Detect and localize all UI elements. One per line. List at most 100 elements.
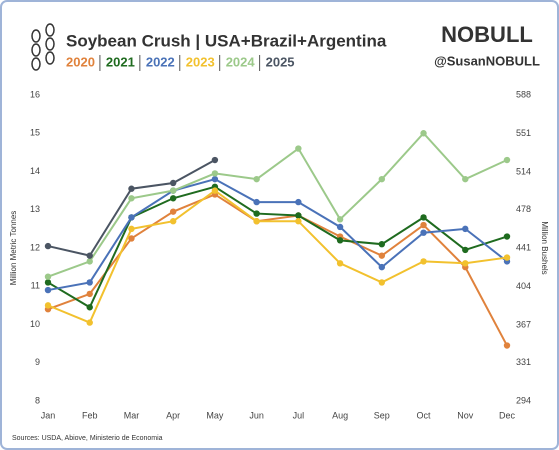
logo-icon xyxy=(31,23,55,71)
y2-tick-label: 551 xyxy=(516,128,531,138)
data-point xyxy=(503,156,511,164)
x-tick-label: May xyxy=(206,410,224,420)
data-point xyxy=(336,216,344,223)
data-point xyxy=(253,218,260,225)
y-tick-label: 14 xyxy=(30,166,40,176)
series xyxy=(44,183,511,311)
y2-tick-label: 588 xyxy=(516,89,531,99)
y2-tick-label: 514 xyxy=(516,166,531,176)
data-point xyxy=(211,156,219,164)
y-axis-label: Million Metric Tonnes xyxy=(9,211,18,286)
data-point xyxy=(86,319,93,326)
legend-entry: 2021 xyxy=(106,54,135,69)
y-tick-label: 11 xyxy=(31,281,40,291)
data-point xyxy=(44,286,52,294)
data-point xyxy=(295,145,302,152)
data-point xyxy=(169,187,177,194)
data-point xyxy=(44,273,52,280)
data-point xyxy=(420,130,427,137)
y2-tick-label: 331 xyxy=(516,357,531,367)
data-point xyxy=(169,208,177,215)
data-point xyxy=(295,218,302,225)
y2-tick-label: 294 xyxy=(516,395,531,405)
data-point xyxy=(211,175,219,183)
data-point xyxy=(169,218,177,225)
brand: NOBULL xyxy=(441,22,533,47)
data-point xyxy=(503,233,511,240)
y2-tick-label: 404 xyxy=(516,281,531,291)
y-tick-label: 10 xyxy=(30,319,40,329)
series xyxy=(44,187,511,326)
data-point xyxy=(462,260,469,267)
series xyxy=(44,130,511,280)
x-tick-label: Jan xyxy=(41,410,56,420)
data-point xyxy=(128,214,135,221)
data-point xyxy=(86,290,93,298)
y2-tick-label: 441 xyxy=(516,242,531,252)
x-tick-label: Nov xyxy=(457,410,474,420)
legend-entry: 2025 xyxy=(266,54,295,69)
data-point xyxy=(44,279,52,286)
data-point xyxy=(462,175,469,183)
series-line xyxy=(47,131,508,278)
x-tick-label: Dec xyxy=(499,410,516,420)
data-point xyxy=(253,210,260,217)
series-line xyxy=(47,178,508,292)
data-point xyxy=(128,225,135,233)
series-line xyxy=(47,189,508,324)
data-point xyxy=(86,304,93,311)
data-point xyxy=(86,252,93,259)
data-point xyxy=(253,198,260,206)
data-point xyxy=(211,187,219,194)
data-point xyxy=(128,195,135,202)
data-point xyxy=(253,175,260,183)
series xyxy=(44,175,511,294)
series-line xyxy=(47,185,508,309)
chart-title: Soybean Crush | USA+Brazil+Argentina xyxy=(66,31,387,50)
y-tick-label: 16 xyxy=(30,89,40,99)
data-point xyxy=(378,279,386,286)
data-point xyxy=(169,179,177,187)
data-point xyxy=(295,198,302,206)
data-point xyxy=(378,252,386,259)
data-point xyxy=(420,221,427,229)
x-tick-label: Apr xyxy=(166,410,180,420)
data-point xyxy=(295,212,302,219)
x-tick-label: Jun xyxy=(249,410,264,420)
data-point xyxy=(336,223,344,231)
data-point xyxy=(503,342,511,349)
y-tick-label: 13 xyxy=(30,204,40,214)
data-point xyxy=(462,225,469,233)
x-tick-label: Oct xyxy=(417,410,432,420)
y2-tick-label: 478 xyxy=(516,204,531,214)
y-tick-label: 15 xyxy=(30,128,40,138)
data-point xyxy=(336,237,344,244)
data-point xyxy=(44,302,52,309)
data-point xyxy=(211,170,219,177)
data-point xyxy=(128,235,135,242)
data-point xyxy=(169,195,177,202)
y-tick-label: 12 xyxy=(30,242,40,252)
x-tick-label: Feb xyxy=(82,410,98,420)
x-tick-label: Jul xyxy=(293,410,305,420)
handle: @SusanNOBULL xyxy=(434,53,540,68)
x-tick-label: Aug xyxy=(332,410,348,420)
data-point xyxy=(420,258,427,265)
legend-entry: 2020 xyxy=(66,54,95,69)
data-point xyxy=(420,229,427,236)
source: Sources: USDA, Abiove, Ministerio de Eco… xyxy=(12,435,163,442)
data-point xyxy=(86,279,93,286)
legend-entry: 2022 xyxy=(146,54,175,69)
data-point xyxy=(128,185,135,192)
data-point xyxy=(378,175,386,183)
data-point xyxy=(44,242,52,250)
series xyxy=(44,156,219,259)
legend-entry: 2023 xyxy=(186,54,215,69)
data-point xyxy=(462,246,469,254)
y-tick-label: 8 xyxy=(35,395,40,405)
y2-axis-label: Million Bushels xyxy=(540,221,549,274)
x-tick-label: Sep xyxy=(374,410,390,420)
data-point xyxy=(503,254,511,261)
